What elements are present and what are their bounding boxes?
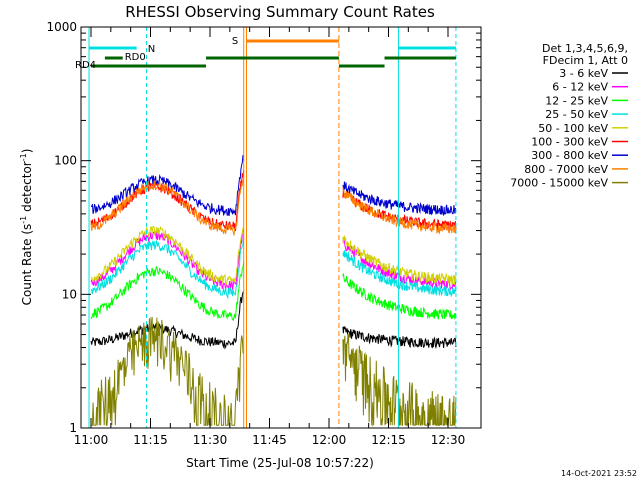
legend-label-7: 800 - 7000 keV <box>524 163 608 176</box>
legend-header-line-1: Det 1,3,4,5,6,9, <box>542 42 628 55</box>
series-line-0-seg-1 <box>342 326 457 349</box>
series-line-4-seg-1 <box>342 234 457 285</box>
flag-bars: RD0 RD4 N S <box>75 36 456 71</box>
x-tick-label-4: 12:00 <box>312 433 347 447</box>
y-tick-label-0: 1 <box>69 421 77 435</box>
series-line-4-seg-0 <box>90 225 245 288</box>
flag-label-night: N <box>148 44 155 55</box>
series-line-6-seg-0 <box>90 154 245 216</box>
x-tick-label-6: 12:30 <box>431 433 466 447</box>
timestamp-stamp: 14-Oct-2021 23:52 <box>561 469 637 478</box>
series-line-8-seg-1 <box>342 333 457 427</box>
y-axis-title-sup2: -1 <box>19 153 28 161</box>
x-axis-title: Start Time (25-Jul-08 10:57:22) <box>186 456 374 470</box>
x-tick-label-2: 11:30 <box>193 433 228 447</box>
y-tick-label-2: 100 <box>54 154 77 168</box>
y-axis-title-end: ) <box>20 149 34 154</box>
y-axis-title-mid: detector <box>20 161 34 216</box>
legend-label-4: 50 - 100 keV <box>538 122 608 135</box>
flag-label-rd0: RD0 <box>125 52 146 63</box>
legend-label-6: 300 - 800 keV <box>531 149 608 162</box>
chart-title: RHESSI Observing Summary Count Rates <box>125 3 435 21</box>
flag-label-rd4: RD4 <box>75 60 96 71</box>
y-axis-title: Count Rate (s-1 detector-1) <box>19 149 34 306</box>
series-line-2-seg-1 <box>342 273 457 320</box>
x-tick-label-5: 12:15 <box>371 433 406 447</box>
series-line-0-seg-0 <box>90 291 245 350</box>
series-line-3-seg-0 <box>90 233 245 300</box>
y-tick-label-1: 10 <box>62 287 77 301</box>
legend-label-2: 12 - 25 keV <box>545 94 608 107</box>
legend: Det 1,3,4,5,6,9, FDecim 1, Att 0 3 - 6 k… <box>510 42 628 190</box>
plot-area <box>88 27 457 428</box>
x-tick-label-3: 11:45 <box>252 433 287 447</box>
plot-frame <box>80 26 482 429</box>
legend-label-0: 3 - 6 keV <box>559 67 608 80</box>
legend-header-line-2: FDecim 1, Att 0 <box>543 54 628 67</box>
series-line-1-seg-1 <box>342 238 457 292</box>
y-axis-title-main: Count Rate (s <box>20 224 34 306</box>
legend-label-5: 100 - 300 keV <box>531 136 608 149</box>
series-line-7-seg-0 <box>90 177 245 236</box>
legend-label-8: 7000 - 15000 keV <box>510 177 608 190</box>
series-line-6-seg-1 <box>342 181 457 217</box>
flag-label-saa: S <box>232 36 238 47</box>
series-line-7-seg-1 <box>342 187 457 235</box>
series-line-8-seg-0 <box>91 316 244 426</box>
y-tick-label-3: 1000 <box>46 20 77 34</box>
series-line-3-seg-1 <box>342 249 457 298</box>
axes: 11:00 11:15 11:30 11:45 12:00 12:15 12:30 1 10 10… <box>46 20 482 447</box>
legend-label-1: 6 - 12 keV <box>552 81 608 94</box>
x-tick-label-1: 11:15 <box>133 433 168 447</box>
series-line-2-seg-0 <box>90 261 245 322</box>
x-tick-label-0: 11:00 <box>74 433 109 447</box>
legend-label-3: 25 - 50 keV <box>545 108 608 121</box>
y-axis-title-sup1: -1 <box>19 216 28 224</box>
